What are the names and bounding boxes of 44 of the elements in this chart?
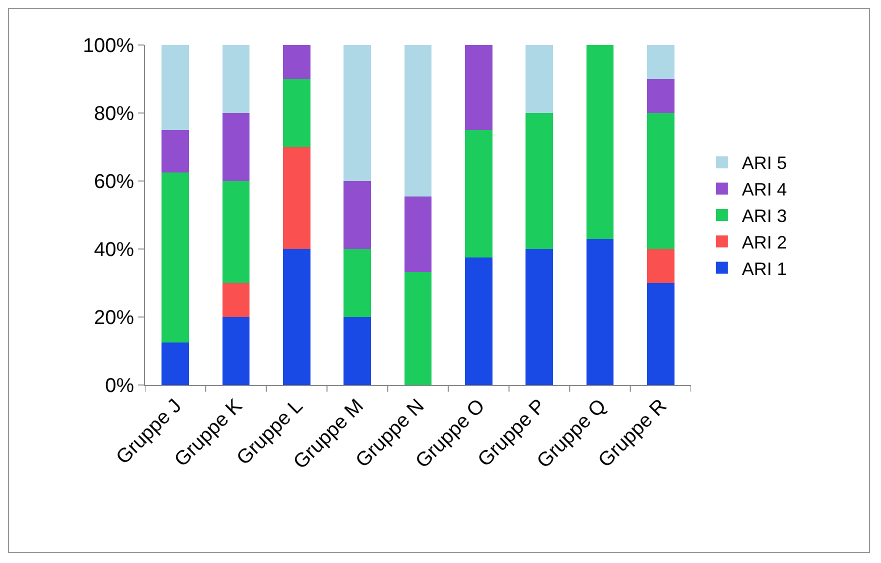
legend-label: ARI 3 (742, 206, 787, 226)
bar (465, 130, 492, 258)
y-tick-label: 80% (94, 103, 134, 125)
bar (465, 258, 492, 385)
bar (647, 79, 674, 113)
bar (222, 181, 250, 283)
bar (222, 45, 250, 113)
bar (586, 45, 614, 240)
bar (647, 283, 674, 385)
legend-label: ARI 1 (742, 258, 787, 279)
bar (344, 181, 371, 249)
bar (526, 113, 553, 249)
legend-label: ARI 5 (742, 153, 787, 174)
bar (222, 283, 250, 317)
bar (162, 45, 189, 130)
bar (647, 249, 674, 283)
y-tick-label: 20% (94, 307, 134, 329)
y-tick-label: 100% (82, 35, 134, 57)
legend-label: ARI 2 (742, 232, 787, 252)
bar (526, 249, 553, 385)
bar (404, 45, 432, 196)
bar (222, 317, 250, 385)
bar (647, 113, 674, 249)
bar (283, 147, 310, 249)
bar (283, 249, 310, 385)
bar (465, 45, 492, 130)
bar (162, 172, 189, 342)
bar (283, 79, 310, 147)
bar (404, 272, 432, 385)
bar (344, 249, 371, 317)
bar (526, 45, 553, 113)
bar (162, 342, 189, 385)
bar (283, 45, 310, 79)
y-tick-label: 60% (94, 171, 134, 193)
bar (162, 130, 189, 172)
bar (404, 196, 432, 272)
bar (647, 45, 674, 79)
bar (344, 45, 371, 181)
bar (222, 113, 250, 181)
legend-label: ARI 4 (742, 180, 787, 200)
y-tick-label: 0% (105, 375, 134, 397)
bar (344, 317, 371, 385)
bar (586, 239, 614, 385)
y-tick-label: 40% (94, 239, 134, 261)
